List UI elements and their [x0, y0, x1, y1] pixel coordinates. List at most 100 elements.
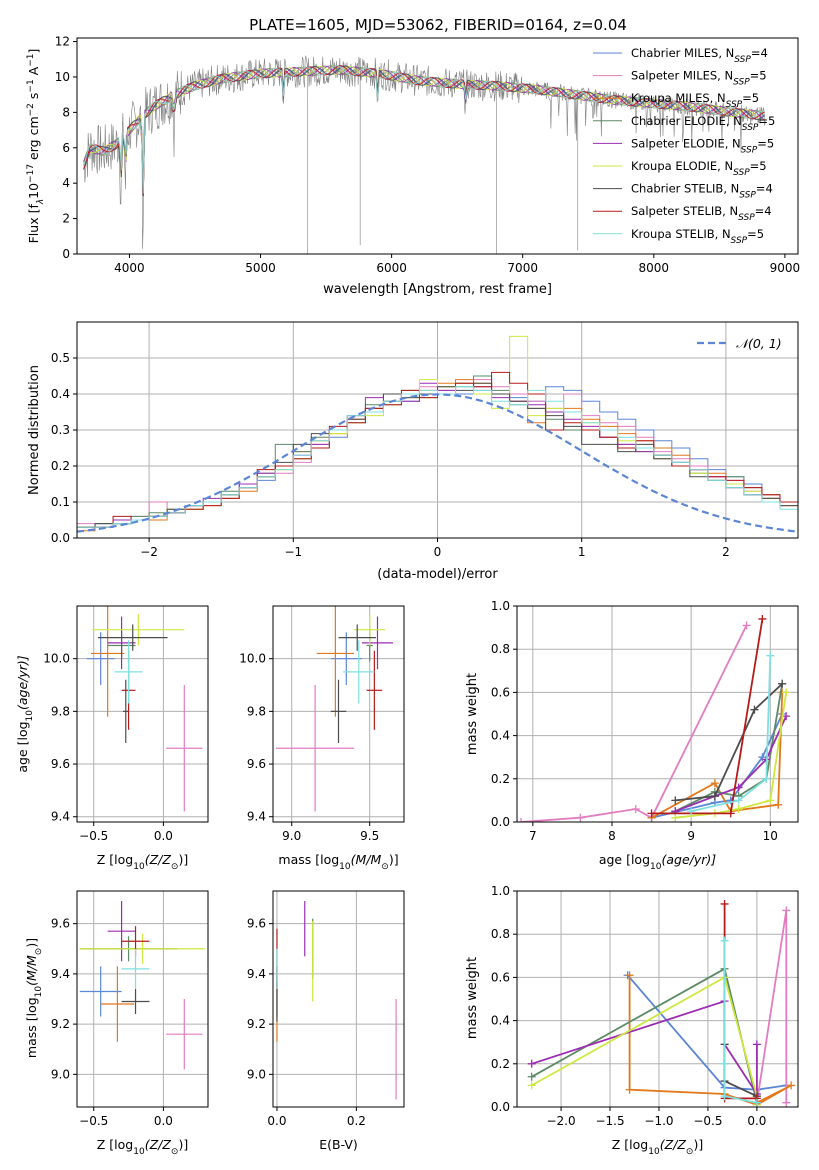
weight-line-salpeter_miles — [756, 910, 788, 1103]
legend-label: Chabrier ELODIE, NSSP=5 — [631, 114, 775, 133]
x-tick-label: −0.5 — [693, 1114, 722, 1128]
x-tick-label: −0.5 — [79, 1114, 108, 1128]
weight-marker — [778, 679, 787, 688]
weight-marker — [527, 1072, 536, 1081]
weight-marker — [734, 796, 743, 805]
errorbar-salpeter_elodie — [107, 616, 136, 670]
weight-line-chabrier_elodie — [531, 967, 758, 1103]
y-tick-label: 0 — [62, 247, 70, 261]
weight-line-salpeter_elodie — [531, 999, 758, 1098]
axes-frame — [272, 605, 405, 823]
figure-title: PLATE=1605, MJD=53062, FIBERID=0164, z=0… — [249, 16, 627, 34]
legend-label: Salpeter STELIB, NSSP=4 — [631, 204, 772, 223]
x-tick-label: −2 — [140, 545, 158, 559]
x-tick-label: 0.2 — [347, 1114, 366, 1128]
y-tick-label: 10.0 — [239, 652, 266, 666]
x-tick-label: 8 — [608, 829, 616, 843]
weight-marker — [631, 805, 640, 814]
legend-label-gaussian: 𝒩(0, 1) — [736, 336, 782, 351]
x-tick-label: −0.5 — [79, 829, 108, 843]
y-axis-label: mass [log10(M/M⊙)] — [24, 938, 44, 1058]
legend-label: Chabrier MILES, NSSP=4 — [631, 46, 768, 65]
weight-marker — [527, 1081, 536, 1090]
x-tick-label: 8000 — [639, 261, 670, 275]
errorbar-salpeter_miles — [276, 685, 355, 812]
panel-weight_vs_z: −2.0 −1.5 −1.0 −0.5 0.0 0.0 0.2 0.4 0.6 0.8 1.0 Z [… — [465, 884, 799, 1157]
weight-marker — [774, 800, 783, 809]
x-tick-label: 10 — [763, 829, 778, 843]
y-tick-label: 0.8 — [491, 642, 510, 656]
y-tick-label: 2 — [62, 212, 70, 226]
y-tick-label: 0.0 — [491, 1100, 510, 1114]
y-tick-label: 0.2 — [51, 459, 70, 473]
x-axis-label: E(B-V) — [319, 1137, 358, 1152]
x-axis-label: Z [log10(Z/Z⊙)] — [97, 1137, 188, 1157]
y-tick-label: 4 — [62, 176, 70, 190]
data-spectrum-line — [83, 55, 766, 254]
weight-marker — [726, 809, 735, 818]
weight-marker — [710, 779, 719, 788]
weight-line-kroupa_stelib — [723, 940, 758, 1104]
errorbar-chabrier_stelib — [97, 624, 168, 651]
y-axis-label: Flux [fλ10−17 erg cm−2 s−1 A−1] — [26, 49, 46, 244]
weight-marker — [647, 809, 656, 818]
y-tick-label: 0.4 — [491, 729, 510, 743]
errorbar-salpeter_stelib — [366, 650, 383, 730]
errorbar-chabrier_stelib — [338, 624, 376, 651]
histogram-kroupa_elodie — [77, 335, 798, 538]
x-tick-label: −1 — [284, 545, 302, 559]
y-tick-label: 1.0 — [491, 599, 510, 613]
weight-marker — [671, 813, 680, 822]
weight-marker — [782, 688, 791, 697]
x-tick-label: 2 — [722, 545, 730, 559]
errorbar-salpeter_miles — [166, 685, 203, 812]
y-tick-label: 0.6 — [491, 970, 510, 984]
errorbar-kroupa_stelib — [121, 948, 150, 989]
y-tick-label: 0.0 — [491, 815, 510, 829]
panel-mass_vs_ebv: 0.0 0.2 9.0 9.2 9.4 9.6 E(B-V) — [247, 890, 405, 1152]
weight-marker — [734, 805, 743, 814]
x-tick-label: 9.5 — [360, 829, 379, 843]
weight-marker — [720, 1059, 729, 1068]
histogram-chabrier_miles — [77, 386, 798, 538]
panel-weight_vs_age: 7 8 9 10 0.0 0.2 0.4 0.6 0.8 1.0 age [log10(age/yr… — [465, 599, 799, 872]
errorbar-kroupa_elodie — [354, 613, 386, 646]
x-tick-label: 4000 — [114, 261, 145, 275]
y-tick-label: 9.6 — [51, 917, 70, 931]
x-axis-label: mass [log10(M/M⊙)] — [278, 852, 398, 872]
panel-age_vs_mass: 9.0 9.5 9.4 9.6 9.8 10.0 mass [log10(M/M⊙)] — [239, 605, 405, 872]
y-axis-label: age [log10(age/yr)] — [15, 655, 35, 772]
weight-marker — [687, 807, 696, 816]
x-tick-label: 0.0 — [154, 1114, 173, 1128]
plot-area — [273, 891, 404, 1107]
panel-age_vs_z: −0.5 0.0 9.4 9.6 9.8 10.0 Z [log10(Z/Z⊙)] age [… — [15, 605, 209, 872]
y-axis-label: mass weight — [465, 957, 480, 1039]
model-line-salpeter_stelib — [83, 65, 765, 197]
x-tick-label: 9.0 — [282, 829, 301, 843]
y-tick-label: 0.1 — [51, 495, 70, 509]
gaussian-curve — [77, 393, 798, 533]
panel-mass_vs_z: −0.5 0.0 9.0 9.2 9.4 9.6 Z [log10(Z/Z⊙)] mass [… — [24, 890, 209, 1157]
legend-label: Chabrier STELIB, NSSP=4 — [631, 182, 773, 201]
weight-marker — [734, 783, 743, 792]
weight-marker — [766, 651, 775, 660]
weight-marker — [782, 906, 791, 915]
legend-label: Kroupa MILES, NSSP=5 — [631, 91, 759, 110]
weight-marker — [762, 774, 771, 783]
legend-label: Salpeter MILES, NSSP=5 — [631, 69, 767, 88]
x-tick-label: 7 — [529, 829, 537, 843]
y-tick-label: 0.0 — [51, 531, 70, 545]
weight-line-chabrier_miles — [626, 974, 787, 1091]
weight-marker — [766, 796, 775, 805]
y-tick-label: 0.4 — [51, 387, 70, 401]
errorbar-chabrier_stelib — [121, 988, 150, 1015]
x-tick-label: 9 — [687, 829, 695, 843]
plot-area — [77, 322, 798, 538]
y-tick-label: 9.6 — [247, 917, 266, 931]
weight-marker — [720, 936, 729, 945]
y-tick-label: 6 — [62, 141, 70, 155]
model-line-kroupa_stelib — [83, 65, 765, 194]
plot-area — [83, 55, 766, 254]
x-axis-label: age [log10(age/yr)] — [599, 852, 716, 872]
